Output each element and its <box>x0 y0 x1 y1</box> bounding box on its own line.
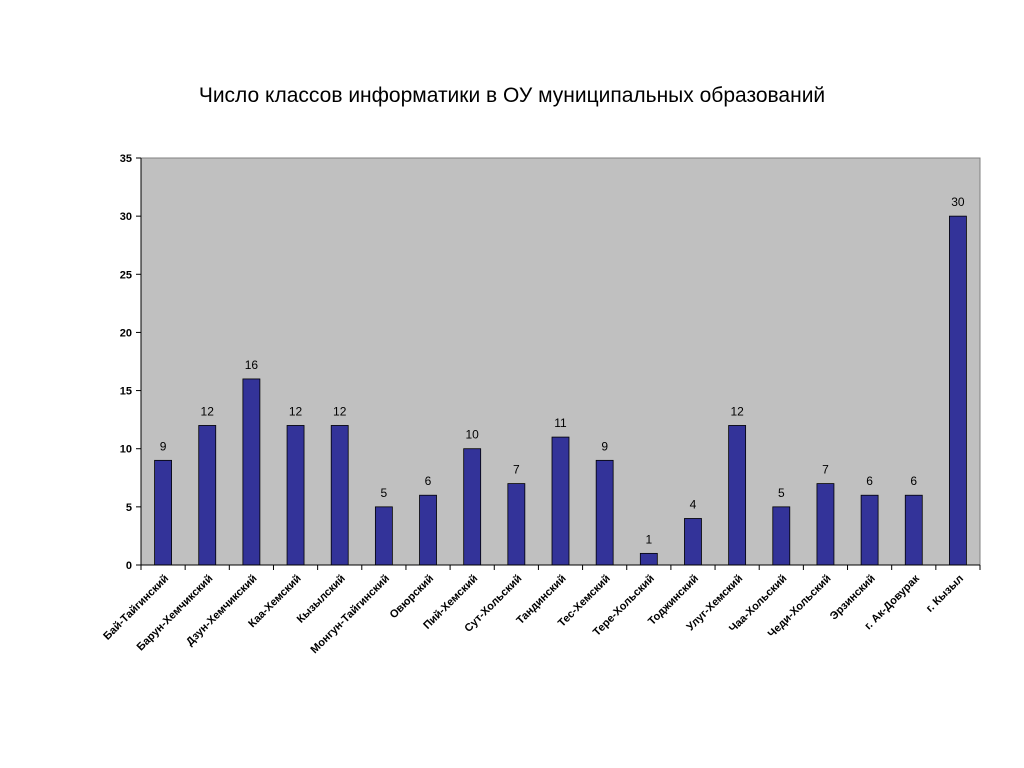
bar <box>198 425 217 566</box>
category-label: Овюрский <box>388 573 437 622</box>
y-tick-label: 20 <box>120 327 132 339</box>
data-label: 6 <box>866 474 873 488</box>
data-label: 12 <box>333 404 347 418</box>
bar <box>816 483 835 566</box>
data-label: 1 <box>645 532 652 546</box>
data-label: 7 <box>513 463 520 477</box>
y-ticks-group: 0 5 10 15 20 25 30 35 <box>120 153 141 572</box>
data-label: 6 <box>425 474 432 488</box>
bar <box>242 378 261 566</box>
data-label: 12 <box>289 404 303 418</box>
bar <box>463 448 482 566</box>
data-label: 12 <box>201 404 215 418</box>
bar <box>639 552 658 566</box>
bar <box>728 425 747 566</box>
category-label: Монгун-Тайгинский <box>309 573 392 656</box>
data-label: 16 <box>245 358 259 372</box>
category-label: Барун-Хемчикский <box>135 573 216 654</box>
bar <box>551 436 570 566</box>
data-label: 11 <box>554 416 567 430</box>
bar <box>330 425 349 566</box>
y-tick-label: 15 <box>120 386 132 398</box>
chart-title: Число классов информатики в ОУ муниципал… <box>198 84 826 107</box>
bars-group <box>154 215 967 566</box>
data-label: 30 <box>951 195 965 209</box>
bar <box>154 459 172 566</box>
y-tick-label: 35 <box>120 153 132 165</box>
data-label: 9 <box>160 439 167 453</box>
bar <box>419 494 437 566</box>
bar <box>684 518 702 566</box>
bar <box>507 483 526 566</box>
bar <box>772 506 791 566</box>
bar <box>860 494 879 566</box>
bar <box>595 459 614 566</box>
y-tick-label: 25 <box>120 269 132 281</box>
data-label: 5 <box>381 486 388 500</box>
y-tick-label: 10 <box>120 444 132 456</box>
bar <box>904 494 923 566</box>
category-labels-group: Бай-ТайгинскийБарун-ХемчикскийДзун-Хемчи… <box>101 572 966 656</box>
data-label: 4 <box>690 497 697 511</box>
y-tick-label: 0 <box>126 560 132 572</box>
bar <box>374 506 393 566</box>
category-label: г. Кызыл <box>924 573 966 615</box>
data-label: 9 <box>601 439 608 453</box>
y-tick-label: 30 <box>120 211 132 223</box>
x-ticks-group <box>140 565 981 570</box>
y-tick-label: 5 <box>126 502 132 514</box>
data-label: 12 <box>730 404 744 418</box>
bar <box>286 425 305 566</box>
bar <box>949 215 967 566</box>
data-label: 10 <box>466 428 480 442</box>
data-label: 5 <box>778 486 785 500</box>
data-labels-group: 9 12 16 12 12 5 6 10 7 11 9 1 4 12 5 7 6 6 30 <box>160 195 965 546</box>
data-label: 7 <box>822 463 829 477</box>
data-label: 6 <box>910 474 917 488</box>
